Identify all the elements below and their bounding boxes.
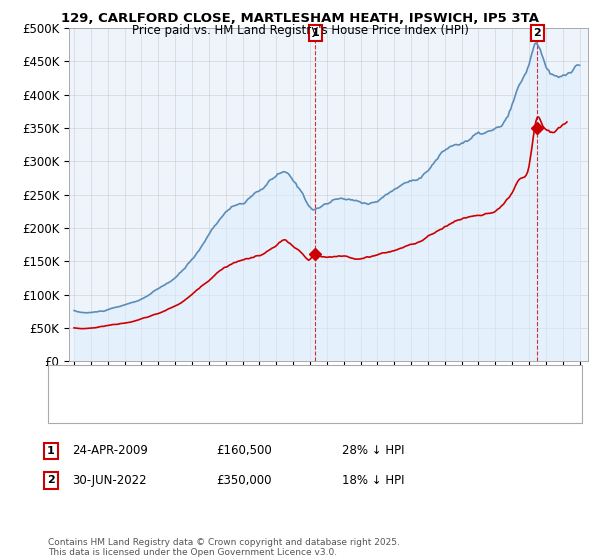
Text: 129, CARLFORD CLOSE, MARTLESHAM HEATH, IPSWICH, IP5 3TA (detached house): 129, CARLFORD CLOSE, MARTLESHAM HEATH, I… (105, 376, 532, 386)
Text: 2: 2 (533, 28, 541, 38)
Text: HPI: Average price, detached house, East Suffolk: HPI: Average price, detached house, East… (105, 402, 360, 412)
Text: Price paid vs. HM Land Registry's House Price Index (HPI): Price paid vs. HM Land Registry's House … (131, 24, 469, 36)
Text: 129, CARLFORD CLOSE, MARTLESHAM HEATH, IPSWICH, IP5 3TA: 129, CARLFORD CLOSE, MARTLESHAM HEATH, I… (61, 12, 539, 25)
Text: 28% ↓ HPI: 28% ↓ HPI (342, 444, 404, 458)
Text: Contains HM Land Registry data © Crown copyright and database right 2025.
This d: Contains HM Land Registry data © Crown c… (48, 538, 400, 557)
Text: 18% ↓ HPI: 18% ↓ HPI (342, 474, 404, 487)
Text: 2: 2 (47, 475, 55, 486)
Text: 24-APR-2009: 24-APR-2009 (72, 444, 148, 458)
Text: 30-JUN-2022: 30-JUN-2022 (72, 474, 146, 487)
Text: £160,500: £160,500 (216, 444, 272, 458)
Text: £350,000: £350,000 (216, 474, 271, 487)
Text: 1: 1 (47, 446, 55, 456)
Text: 1: 1 (311, 28, 319, 38)
